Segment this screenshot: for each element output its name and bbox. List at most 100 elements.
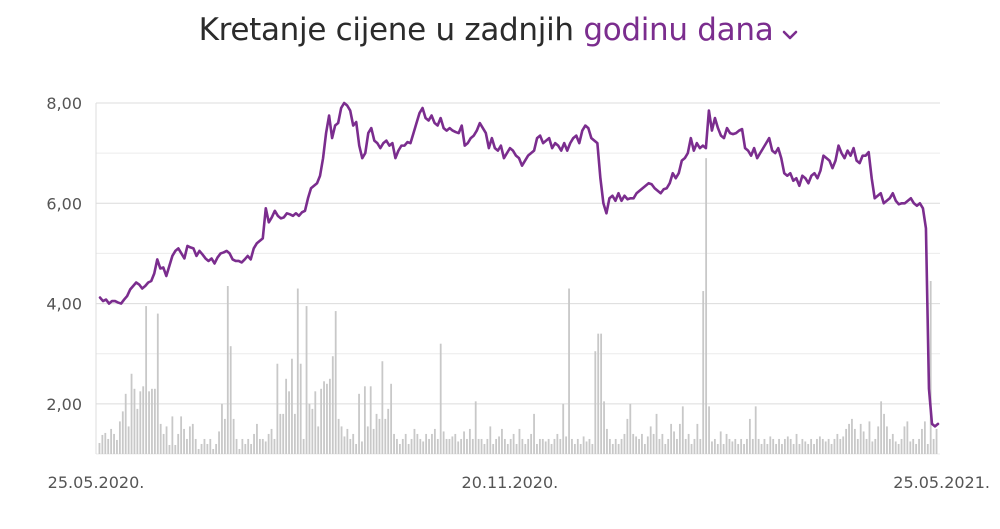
volume-bar	[390, 383, 393, 454]
volume-bar	[748, 418, 751, 454]
volume-bar	[757, 438, 760, 454]
volume-bar	[404, 433, 407, 454]
volume-bar	[918, 438, 920, 454]
range-dropdown[interactable]: godinu dana	[583, 12, 774, 48]
volume-bar	[273, 438, 276, 454]
volume-bar	[877, 426, 880, 454]
volume-bar	[407, 443, 410, 454]
volume-bar	[725, 433, 728, 454]
volume-bar	[320, 388, 323, 454]
volume-bar	[533, 413, 535, 454]
volume-bar	[582, 436, 585, 454]
volume-bar	[288, 391, 290, 454]
volume-bar	[827, 438, 830, 454]
volume-bar	[264, 441, 267, 454]
volume-bar	[760, 443, 763, 454]
volume-bar	[783, 438, 786, 454]
volume-bar	[305, 306, 308, 454]
volume-bar	[410, 438, 413, 454]
volume-bar	[641, 433, 643, 454]
volume-bar	[276, 363, 279, 454]
volume-bar	[550, 443, 553, 454]
volume-bar	[763, 438, 766, 454]
x-axis-ticks: 25.05.2020. 20.11.2020. 25.05.2021.	[48, 473, 990, 492]
volume-bar	[334, 311, 337, 454]
volume-bar	[139, 391, 142, 454]
volume-bar	[311, 408, 314, 454]
y-tick-label: 4,00	[46, 295, 82, 314]
volume-bar	[565, 436, 568, 454]
volume-bar	[664, 443, 667, 454]
volume-bar	[124, 393, 127, 454]
volume-bar	[643, 443, 646, 454]
volume-bar	[413, 428, 416, 454]
price-series-line	[98, 101, 940, 428]
volume-bar	[690, 443, 693, 454]
volume-bar	[241, 438, 244, 454]
volume-bar	[518, 428, 521, 454]
volume-bar	[670, 423, 673, 454]
volume-bar	[501, 428, 503, 454]
volume-bar	[851, 418, 853, 454]
volume-bar	[585, 441, 588, 454]
volume-bar	[708, 406, 710, 454]
volume-bar	[474, 401, 477, 454]
volume-bar	[183, 428, 185, 454]
volume-bar	[130, 373, 133, 454]
chevron-down-icon[interactable]	[779, 18, 801, 40]
volume-bar	[571, 438, 573, 454]
volume-bar	[165, 426, 168, 454]
volume-bar	[250, 443, 253, 454]
volume-bar	[579, 443, 582, 454]
volume-bar	[419, 438, 422, 454]
volume-bar	[223, 418, 226, 454]
volume-bar	[848, 423, 850, 454]
volume-bar	[740, 438, 743, 454]
volume-bar	[515, 443, 518, 454]
volume-bar	[104, 432, 107, 454]
volume-bar	[915, 443, 918, 454]
volume-bar	[308, 403, 311, 454]
volume-bar	[702, 291, 705, 454]
volume-bar	[798, 443, 801, 454]
volume-bar	[466, 438, 468, 454]
volume-bar	[314, 391, 317, 454]
volume-bar	[716, 443, 719, 454]
volume-bar	[655, 413, 658, 454]
volume-bar	[162, 433, 165, 454]
volume-bar	[606, 428, 608, 454]
volume-bar	[180, 416, 183, 454]
volume-bar	[282, 413, 285, 454]
price-line	[98, 101, 940, 428]
volume-bar	[463, 431, 465, 454]
volume-bar	[530, 433, 533, 454]
volume-bar	[436, 438, 439, 454]
volume-bar	[792, 443, 795, 454]
volume-bar	[358, 393, 360, 454]
x-tick-label: 25.05.2020.	[48, 473, 145, 492]
volume-bar	[883, 413, 885, 454]
volume-bar	[693, 438, 696, 454]
volume-bar	[722, 443, 725, 454]
volume-bar	[168, 444, 171, 454]
y-tick-label: 2,00	[46, 395, 82, 414]
volume-bar	[506, 443, 509, 454]
volume-bar	[279, 413, 282, 454]
volume-bar	[375, 413, 378, 454]
volume-bar	[836, 433, 839, 454]
title-prefix: Kretanje cijene u zadnjih	[198, 12, 574, 48]
volume-bar	[113, 433, 115, 454]
volume-bar	[766, 443, 769, 454]
volume-bar	[658, 438, 661, 454]
volume-bar	[865, 438, 868, 454]
volume-bar	[486, 438, 489, 454]
volume-bar	[101, 434, 104, 454]
volume-bar	[346, 428, 349, 454]
volume-bar	[853, 428, 856, 454]
volume-bar	[194, 438, 197, 454]
volume-bar	[454, 433, 457, 454]
volume-bar	[285, 378, 288, 454]
volume-bar	[556, 433, 559, 454]
volume-bar	[258, 438, 261, 454]
